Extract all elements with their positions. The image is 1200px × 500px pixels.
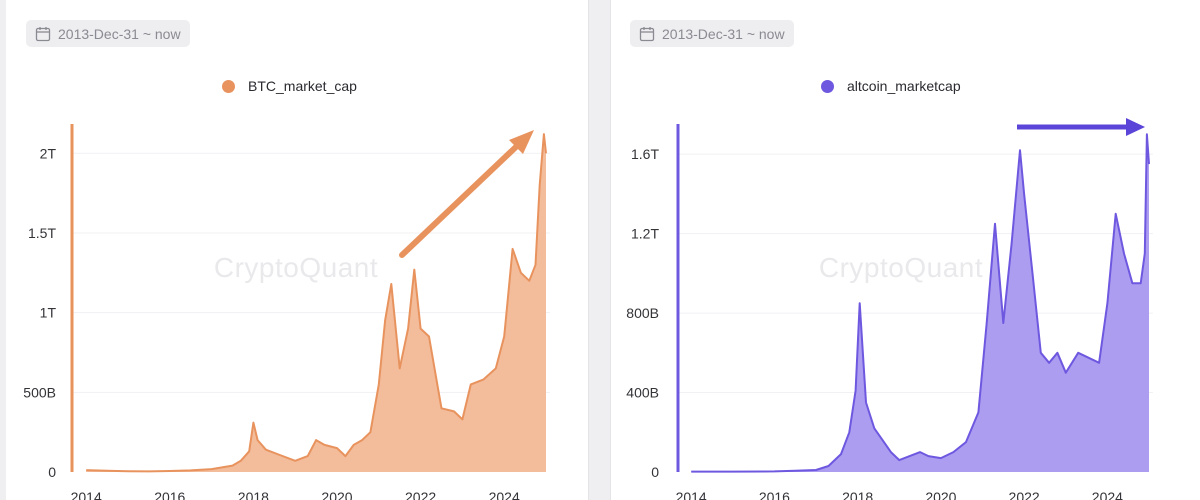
date-range-label: 2013-Dec-31 ~ now (662, 25, 785, 42)
watermark: CryptoQuant (819, 252, 983, 283)
y-tick-label: 400B (626, 385, 659, 401)
series-line (86, 133, 547, 473)
date-range-label: 2013-Dec-31 ~ now (58, 25, 181, 42)
x-tick-label: 2020 (321, 489, 352, 500)
y-tick-label: 2T (40, 145, 57, 161)
legend-dot (821, 79, 834, 93)
btc-chart-panel: 2013-Dec-31 ~ now BTC_market_cap CryptoQ… (6, 0, 589, 500)
y-tick-label: 1.2T (631, 226, 659, 242)
date-range-chip[interactable]: 2013-Dec-31 ~ now (630, 20, 794, 47)
legend-label: BTC_market_cap (248, 78, 357, 94)
chart-legend[interactable]: BTC_market_cap (222, 78, 357, 94)
chart-legend[interactable]: altcoin_marketcap (821, 78, 961, 94)
trend-arrow-head (1126, 118, 1145, 136)
y-tick-label: 0 (651, 464, 659, 480)
x-tick-label: 2024 (1092, 489, 1123, 500)
series-line (691, 133, 1150, 473)
x-tick-label: 2016 (154, 489, 185, 500)
x-tick-label: 2016 (759, 489, 790, 500)
y-tick-label: 1T (40, 305, 57, 321)
altcoin-chart-panel: 2013-Dec-31 ~ now altcoin_marketcap Cryp… (610, 0, 1200, 500)
calendar-icon (35, 26, 51, 41)
x-tick-label: 2024 (489, 489, 520, 500)
x-tick-label: 2022 (405, 489, 436, 500)
x-tick-label: 2014 (71, 489, 102, 500)
calendar-icon (639, 26, 655, 41)
trend-arrow-head (509, 130, 534, 154)
y-tick-label: 800B (626, 305, 659, 321)
series-area (691, 134, 1149, 473)
watermark: CryptoQuant (214, 252, 378, 283)
trend-arrow-shaft (399, 142, 521, 258)
x-tick-label: 2014 (676, 489, 707, 500)
legend-dot (222, 79, 235, 93)
y-tick-label: 1.5T (28, 225, 56, 241)
x-tick-label: 2018 (842, 489, 873, 500)
legend-label: altcoin_marketcap (847, 78, 961, 94)
x-tick-label: 2022 (1009, 489, 1040, 500)
y-tick-label: 500B (23, 384, 56, 400)
series-area (86, 134, 547, 472)
altcoin-market-cap-chart: CryptoQuant 0 400B 800B 1.2T 1.6T 2014 2016 2018… (626, 118, 1153, 500)
date-range-chip[interactable]: 2013-Dec-31 ~ now (26, 20, 190, 47)
btc-market-cap-chart: CryptoQuant 0 500B 1T 1.5T 2T 2014 2016 2018 2020… (23, 124, 550, 500)
x-tick-label: 2020 (925, 489, 956, 500)
y-tick-label: 0 (48, 464, 56, 480)
y-tick-label: 1.6T (631, 146, 659, 162)
x-tick-label: 2018 (238, 489, 269, 500)
